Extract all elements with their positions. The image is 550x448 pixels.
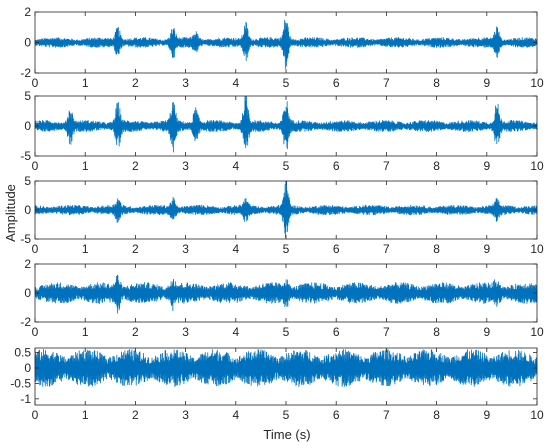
y-axis-label: Amplitude: [3, 184, 18, 242]
x-tick-label: 8: [433, 408, 440, 422]
x-tick-label: 5: [283, 159, 290, 173]
x-tick-label: 3: [182, 159, 189, 173]
x-axis-label: Time (s): [263, 427, 310, 442]
x-tick-label: 10: [530, 159, 544, 173]
x-tick-label: 2: [132, 242, 139, 256]
x-tick-label: 2: [132, 159, 139, 173]
y-tick-label: 0: [24, 361, 31, 375]
x-tick-label: 2: [132, 76, 139, 90]
y-tick-label: -5: [20, 149, 31, 163]
x-tick-label: 2: [132, 325, 139, 339]
x-tick-label: 10: [530, 325, 544, 339]
x-tick-label: 1: [82, 408, 89, 422]
signal-trace-1: [34, 19, 538, 69]
x-tick-label: 5: [283, 76, 290, 90]
x-tick-label: 0: [32, 408, 39, 422]
x-tick-label: 4: [232, 159, 239, 173]
y-tick-label: -2: [20, 315, 31, 329]
x-tick-label: 4: [232, 325, 239, 339]
x-tick-label: 3: [182, 408, 189, 422]
x-tick-label: 6: [333, 325, 340, 339]
signal-trace-5: [34, 349, 538, 387]
x-tick-label: 9: [483, 159, 490, 173]
subplot-2: 0 1 2 3 4 5 6 7 8 9 10-505: [20, 89, 544, 173]
y-tick-label: -0.5: [10, 376, 31, 390]
x-tick-label: 4: [232, 76, 239, 90]
y-tick-label: 0: [24, 203, 31, 217]
x-tick-label: 4: [232, 242, 239, 256]
y-tick-label: 5: [24, 174, 31, 188]
signal-trace-3: [34, 180, 538, 238]
subplot-5: 0 1 2 3 4 5 6 7 8 9 10-1-0.500.5: [10, 346, 544, 422]
x-tick-label: 6: [333, 242, 340, 256]
x-tick-label: 7: [383, 159, 390, 173]
x-tick-label: 1: [82, 325, 89, 339]
x-tick-label: 9: [483, 325, 490, 339]
x-tick-label: 6: [333, 408, 340, 422]
y-tick-label: 0: [24, 36, 31, 50]
x-tick-label: 7: [383, 76, 390, 90]
x-tick-label: 3: [182, 242, 189, 256]
x-tick-label: 0: [32, 76, 39, 90]
y-tick-label: 5: [24, 89, 31, 103]
y-tick-label: -1: [20, 392, 31, 406]
x-tick-label: 3: [182, 325, 189, 339]
x-tick-label: 8: [433, 159, 440, 173]
x-tick-label: 8: [433, 242, 440, 256]
y-tick-label: 2: [24, 5, 31, 19]
x-tick-label: 8: [433, 325, 440, 339]
x-tick-label: 6: [333, 159, 340, 173]
x-tick-label: 9: [483, 242, 490, 256]
y-tick-label: 0.5: [14, 346, 31, 360]
signal-trace-2: [34, 95, 538, 153]
x-tick-label: 7: [383, 408, 390, 422]
x-tick-label: 2: [132, 408, 139, 422]
x-tick-label: 6: [333, 76, 340, 90]
x-tick-label: 10: [530, 242, 544, 256]
signal-trace-4: [34, 274, 538, 314]
x-tick-label: 1: [82, 242, 89, 256]
x-tick-label: 9: [483, 76, 490, 90]
x-tick-label: 5: [283, 325, 290, 339]
y-tick-label: 2: [24, 257, 31, 271]
x-tick-label: 1: [82, 159, 89, 173]
y-tick-label: -2: [20, 66, 31, 80]
x-tick-label: 3: [182, 76, 189, 90]
subplot-1: 0 1 2 3 4 5 6 7 8 9 10-202: [20, 5, 544, 90]
x-tick-label: 9: [483, 408, 490, 422]
x-tick-label: 0: [32, 159, 39, 173]
x-tick-label: 0: [32, 242, 39, 256]
x-tick-label: 4: [232, 408, 239, 422]
y-tick-label: 0: [24, 286, 31, 300]
subplot-4: 0 1 2 3 4 5 6 7 8 9 10-202: [20, 257, 544, 339]
x-tick-label: 7: [383, 242, 390, 256]
x-tick-label: 0: [32, 325, 39, 339]
y-tick-label: 0: [24, 119, 31, 133]
x-tick-label: 10: [530, 408, 544, 422]
subplot-3: 0 1 2 3 4 5 6 7 8 9 10-505: [20, 174, 544, 256]
x-tick-label: 1: [82, 76, 89, 90]
x-tick-label: 8: [433, 76, 440, 90]
y-tick-label: -5: [20, 232, 31, 246]
x-tick-label: 7: [383, 325, 390, 339]
x-tick-label: 10: [530, 76, 544, 90]
x-tick-label: 5: [283, 242, 290, 256]
x-tick-label: 5: [283, 408, 290, 422]
